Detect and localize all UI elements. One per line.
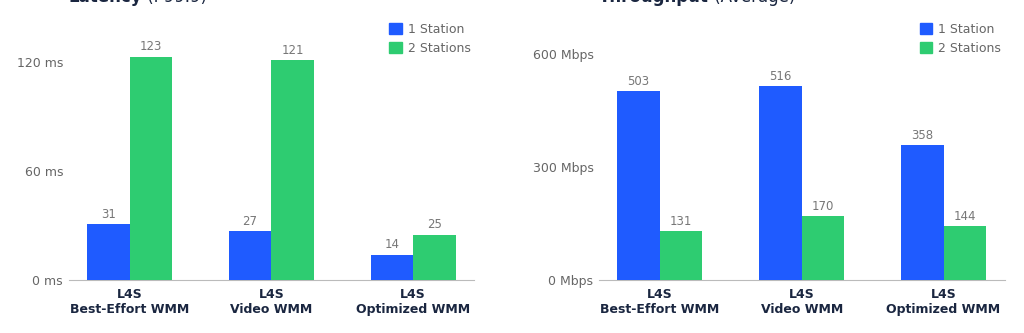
Text: 121: 121 bbox=[282, 44, 304, 57]
Bar bbox=[943, 226, 986, 280]
Bar bbox=[759, 86, 802, 280]
Text: 131: 131 bbox=[670, 214, 692, 227]
Bar bbox=[413, 234, 456, 280]
Text: 27: 27 bbox=[243, 215, 258, 228]
Bar bbox=[901, 145, 943, 280]
Text: 123: 123 bbox=[139, 41, 162, 54]
Text: 503: 503 bbox=[628, 75, 649, 88]
Bar bbox=[130, 57, 172, 280]
Text: Throughput: Throughput bbox=[599, 0, 709, 6]
Bar bbox=[271, 60, 314, 280]
Text: 144: 144 bbox=[953, 210, 976, 223]
Text: 25: 25 bbox=[427, 218, 442, 231]
Legend: 1 Station, 2 Stations: 1 Station, 2 Stations bbox=[914, 18, 1007, 60]
Bar bbox=[87, 224, 130, 280]
Text: 516: 516 bbox=[769, 70, 792, 83]
Bar bbox=[617, 91, 659, 280]
Legend: 1 Station, 2 Stations: 1 Station, 2 Stations bbox=[384, 18, 476, 60]
Text: 170: 170 bbox=[812, 200, 835, 213]
Text: Latency: Latency bbox=[69, 0, 142, 6]
Bar bbox=[802, 216, 844, 280]
Bar bbox=[659, 231, 702, 280]
Text: 31: 31 bbox=[100, 207, 116, 220]
Bar bbox=[228, 231, 271, 280]
Text: (P99.9): (P99.9) bbox=[142, 0, 207, 6]
Text: 358: 358 bbox=[911, 129, 933, 142]
Bar bbox=[371, 254, 413, 280]
Text: 14: 14 bbox=[384, 238, 399, 251]
Text: (Average): (Average) bbox=[709, 0, 796, 6]
